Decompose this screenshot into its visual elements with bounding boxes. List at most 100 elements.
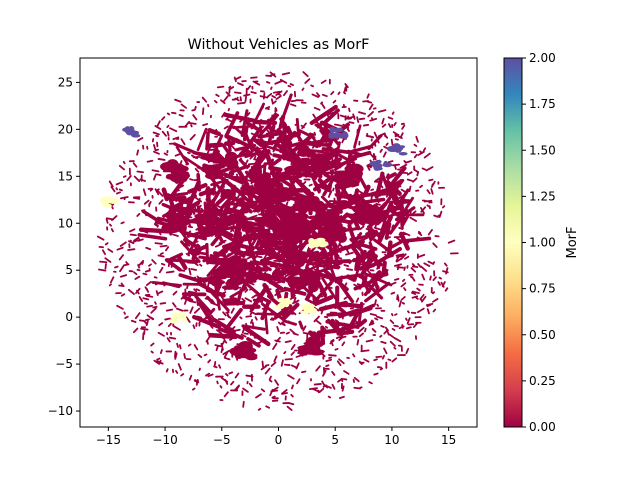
point-morf-0 (282, 360, 283, 365)
point-morf-0 (136, 313, 140, 318)
point-morf-0 (117, 182, 123, 184)
colorbar-tick-label: 2.00 (529, 51, 556, 65)
point-morf-0 (230, 339, 232, 340)
point-morf-0 (240, 185, 255, 192)
point-morf-0 (274, 175, 281, 187)
point-morf-0 (275, 81, 282, 84)
point-morf-0 (157, 291, 158, 295)
point-morf-0 (342, 342, 344, 345)
point-morf-2 (394, 148, 401, 152)
point-morf-0 (134, 163, 137, 167)
point-morf-0 (307, 200, 324, 208)
point-morf-0 (120, 166, 124, 170)
point-morf-0 (167, 369, 168, 371)
point-morf-0 (196, 264, 198, 265)
point-morf-0 (217, 170, 223, 179)
point-morf-0 (366, 199, 383, 201)
colorbar-tick-label: 0.00 (529, 420, 556, 434)
point-morf-0 (374, 359, 377, 360)
point-morf-0 (232, 146, 235, 149)
point-morf-0 (161, 253, 163, 254)
point-morf-0 (138, 138, 142, 140)
point-morf-0 (142, 262, 143, 264)
point-morf-0 (130, 229, 134, 231)
point-morf-0 (277, 96, 281, 99)
point-morf-0 (232, 309, 234, 313)
point-morf-0 (375, 133, 377, 138)
point-morf-0 (167, 272, 174, 273)
colorbar-tick-label: 1.50 (529, 143, 556, 157)
point-morf-0 (157, 189, 159, 190)
point-morf-0 (407, 238, 429, 240)
point-morf-0 (357, 117, 358, 122)
point-morf-0 (400, 301, 401, 306)
point-morf-0 (392, 140, 393, 145)
point-morf-0 (340, 397, 344, 398)
point-morf-0 (344, 297, 346, 299)
point-morf-0 (122, 283, 123, 285)
point-morf-0 (412, 293, 415, 294)
point-morf-0 (344, 371, 349, 374)
y-tick-label: 25 (58, 75, 73, 89)
point-morf-0 (303, 72, 308, 76)
point-morf-0 (315, 384, 321, 385)
point-morf-0 (229, 87, 230, 88)
point-morf-0 (346, 253, 353, 255)
y-tick-label: 20 (58, 122, 73, 136)
point-morf-0 (251, 77, 257, 78)
point-morf-0 (297, 345, 315, 350)
point-morf-0 (401, 133, 403, 137)
point-morf-0 (429, 230, 432, 235)
point-morf-0 (224, 208, 235, 214)
point-morf-0 (176, 371, 177, 373)
point-morf-0 (317, 321, 321, 324)
point-morf-0 (210, 164, 226, 169)
point-morf-0 (230, 185, 236, 190)
point-morf-0 (393, 165, 399, 166)
point-morf-0 (203, 98, 207, 102)
point-morf-0 (445, 263, 447, 265)
point-morf-0 (353, 114, 355, 119)
y-tick-label: 10 (58, 216, 73, 230)
point-morf-0 (159, 291, 163, 293)
point-morf-0 (155, 243, 161, 244)
point-morf-0 (141, 329, 148, 330)
point-morf-0 (154, 152, 159, 154)
point-morf-0 (357, 340, 358, 345)
point-morf-0 (127, 176, 131, 180)
point-morf-0 (375, 318, 377, 319)
colorbar-tick-label: 1.75 (529, 97, 556, 111)
point-morf-0 (320, 220, 331, 226)
point-morf-0 (359, 328, 364, 332)
point-morf-0 (374, 374, 377, 375)
point-morf-0 (147, 282, 151, 285)
point-morf-0 (262, 389, 265, 391)
point-morf-0 (216, 95, 218, 96)
point-morf-0 (272, 96, 275, 98)
point-morf-0 (385, 135, 388, 138)
point-morf-2 (375, 160, 381, 164)
point-morf-0 (292, 385, 293, 388)
colorbar-tick-label: 1.00 (529, 236, 556, 250)
point-morf-0 (394, 123, 396, 125)
point-morf-0 (395, 166, 396, 169)
point-morf-0 (420, 186, 422, 188)
x-tick-label: 10 (384, 433, 399, 447)
point-morf-0 (161, 303, 166, 304)
point-morf-0 (408, 180, 413, 181)
point-morf-0 (338, 92, 339, 94)
point-morf-0 (270, 380, 272, 381)
point-morf-0 (151, 308, 156, 312)
point-morf-0 (410, 218, 416, 221)
point-morf-0 (199, 207, 200, 213)
point-morf-0 (225, 358, 230, 359)
point-morf-0 (193, 389, 195, 390)
point-morf-0 (236, 373, 239, 377)
point-morf-0 (214, 268, 229, 279)
point-morf-0 (360, 119, 365, 120)
point-morf-0 (370, 119, 376, 121)
point-morf-0 (124, 162, 125, 163)
point-morf-0 (121, 222, 123, 223)
point-morf-0 (245, 298, 251, 301)
